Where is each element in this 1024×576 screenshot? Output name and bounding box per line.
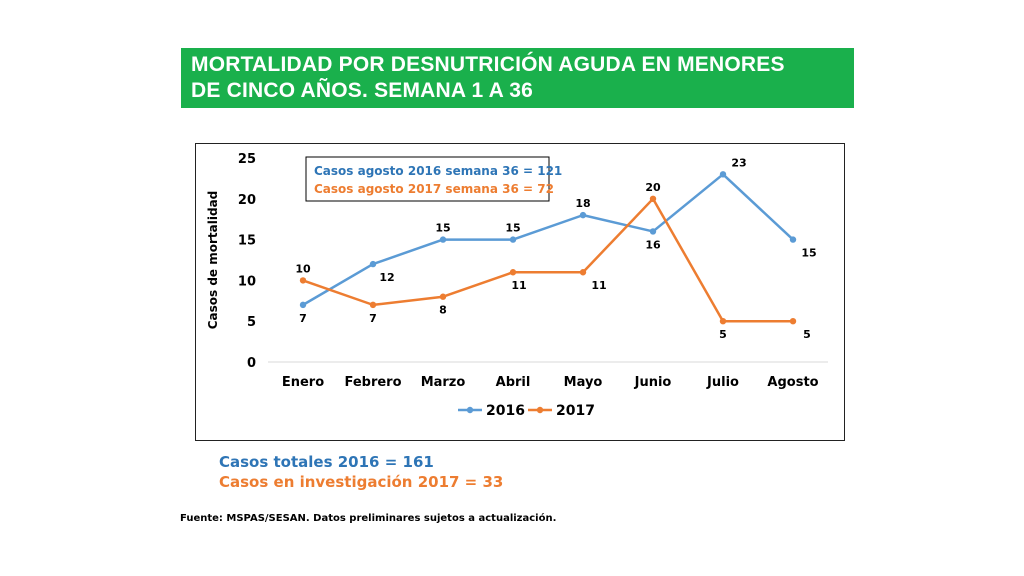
data-label: 10 — [295, 262, 311, 275]
chart-frame: 0 5 10 15 20 25 Casos de mortalidad Enero Febrer… — [195, 143, 845, 441]
data-label: 8 — [439, 304, 447, 317]
series-2017-point — [649, 195, 657, 202]
series-2017-point — [369, 301, 377, 309]
legend-marker-2017 — [536, 406, 544, 414]
data-label: 5 — [803, 328, 811, 341]
data-label: 15 — [505, 222, 520, 235]
data-label: 20 — [645, 181, 661, 194]
data-label: 15 — [801, 247, 816, 260]
legend-label-2017: 2017 — [556, 403, 595, 419]
x-tick-label: Febrero — [344, 375, 401, 390]
series-2017-point — [719, 318, 727, 325]
annotation-box — [305, 156, 550, 202]
series-2016-point — [789, 236, 797, 243]
investigation-2017-note: Casos en investigación 2017 = 33 — [219, 473, 504, 491]
x-tick-label: Enero — [282, 375, 324, 390]
x-tick-label: Julio — [706, 375, 739, 390]
series-2016-line — [302, 173, 794, 306]
x-tick-label: Agosto — [767, 375, 818, 390]
data-label: 7 — [299, 312, 307, 325]
legend-label-2016: 2016 — [486, 403, 525, 419]
y-axis-label: Casos de mortalidad — [206, 191, 220, 330]
page-title-line-1: MORTALIDAD POR DESNUTRICIÓN AGUDA EN MEN… — [191, 53, 785, 76]
x-tick-label: Marzo — [421, 375, 466, 390]
x-tick-label: Junio — [634, 375, 672, 390]
y-tick-label: 10 — [238, 274, 256, 289]
line-chart: 0 5 10 15 20 25 Casos de mortalidad Enero Febrer… — [206, 152, 828, 419]
series-2016-point — [719, 171, 727, 178]
series-2016-point — [369, 260, 377, 268]
series-2017-line — [302, 197, 793, 323]
data-label: 16 — [645, 238, 661, 251]
series-2017-point — [299, 277, 307, 284]
data-label: 23 — [731, 156, 746, 169]
total-2016-note: Casos totales 2016 = 161 — [219, 453, 434, 471]
series-2016-point — [299, 301, 307, 309]
legend-marker-2016 — [466, 406, 474, 414]
data-label: 18 — [575, 197, 590, 210]
data-label: 5 — [719, 328, 727, 341]
y-tick-label: 15 — [238, 234, 256, 249]
source-footnote: Fuente: MSPAS/SESAN. Datos preliminares … — [180, 513, 557, 524]
page-title-line-2: DE CINCO AÑOS. SEMANA 1 A 36 — [191, 79, 534, 102]
series-2017-point — [789, 318, 797, 325]
data-label: 7 — [369, 312, 377, 325]
series-2016-point — [579, 211, 587, 219]
y-tick-label: 0 — [247, 356, 256, 371]
series-2017-point — [439, 293, 447, 300]
series-2016-point — [649, 228, 657, 235]
data-label: 11 — [511, 279, 526, 292]
x-tick-label: Mayo — [564, 375, 603, 390]
data-label: 12 — [379, 271, 394, 284]
series-2016-point — [509, 236, 517, 243]
y-tick-label: 5 — [247, 315, 256, 330]
series-2016-point — [439, 236, 447, 243]
data-label: 11 — [591, 279, 606, 292]
y-tick-label: 25 — [238, 152, 256, 167]
data-label: 15 — [435, 222, 450, 235]
annotation-text: Casos agosto 2017 semana 36 = 72 — [314, 182, 554, 196]
annotation-text: Casos agosto 2016 semana 36 = 121 — [314, 164, 562, 178]
title-banner: MORTALIDAD POR DESNUTRICIÓN AGUDA EN MEN… — [181, 48, 854, 108]
series-2017-point — [579, 269, 587, 276]
y-tick-label: 20 — [238, 193, 256, 208]
x-tick-label: Abril — [496, 375, 531, 390]
series-2017-point — [509, 269, 517, 276]
